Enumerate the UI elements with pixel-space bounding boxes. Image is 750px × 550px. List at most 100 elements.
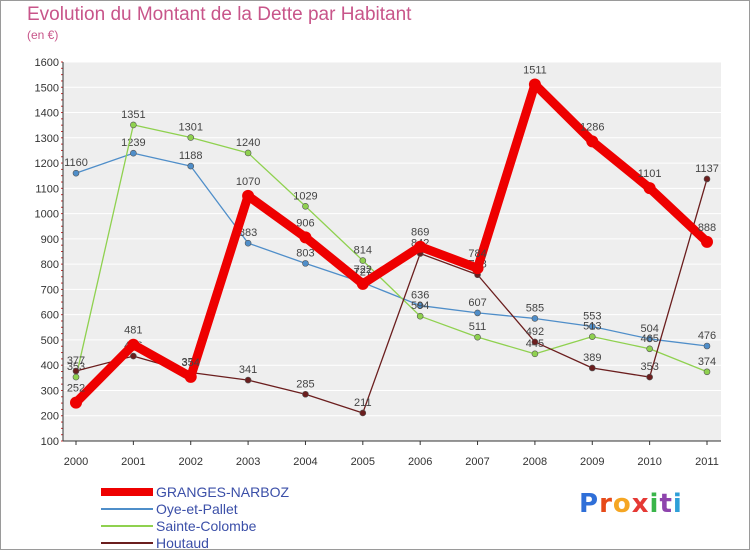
data-label: 374 (698, 356, 716, 368)
y-tick-label: 1600 (35, 57, 59, 69)
y-tick-label: 800 (41, 259, 59, 271)
data-label: 722 (354, 264, 372, 276)
x-tick-label: 2010 (637, 456, 661, 468)
legend-label: Sainte-Colombe (156, 518, 257, 534)
brand-letter: P (579, 489, 600, 519)
data-label: 1239 (121, 137, 145, 149)
legend-item-houtaud: Houtaud (101, 535, 361, 549)
data-label: 389 (583, 352, 601, 364)
data-point (72, 169, 80, 177)
line-chart: 100 200 300 400 500 600 700 800 900 1000 1100 1200 1… (35, 57, 721, 468)
legend-label: GRANGES-NARBOZ (156, 484, 290, 500)
data-point (416, 302, 424, 309)
data-point (643, 182, 656, 195)
data-point (130, 149, 137, 157)
data-label: 803 (296, 247, 314, 259)
data-label: 1301 (178, 122, 202, 134)
data-point (302, 390, 309, 398)
y-tick-label: 900 (41, 234, 59, 246)
data-point (588, 323, 596, 330)
data-label: 1240 (236, 137, 260, 149)
data-label: 481 (124, 325, 142, 337)
data-point (356, 277, 369, 290)
data-point (703, 342, 711, 350)
x-tick-label: 2008 (523, 456, 547, 468)
data-point (242, 189, 255, 202)
data-label: 465 (640, 333, 658, 345)
series-line-granges-narboz (71, 79, 712, 408)
x-tick-label: 2000 (64, 456, 88, 468)
data-point (244, 149, 252, 157)
brand-logo: Proxiti (579, 489, 683, 519)
data-point (187, 134, 195, 141)
data-label: 814 (354, 245, 372, 257)
data-point (416, 312, 424, 320)
y-tick-label: 1200 (35, 158, 59, 170)
x-tick-label: 2011 (695, 456, 719, 468)
data-point (588, 364, 596, 372)
data-label: 492 (526, 326, 544, 338)
brand-letter: r (599, 489, 613, 519)
data-point (531, 338, 539, 346)
y-tick-label: 500 (41, 335, 59, 347)
data-label: 377 (67, 355, 85, 367)
data-point (359, 409, 367, 417)
brand-letter: x (631, 489, 650, 519)
data-label: 1101 (638, 168, 662, 180)
data-point (130, 352, 137, 360)
x-tick-label: 2003 (236, 456, 260, 468)
data-point (588, 333, 596, 340)
chart-unit-label: (en €) (27, 28, 59, 42)
chart-title: Evolution du Montant de la Dette par Hab… (27, 4, 412, 25)
chart-legend: GRANGES-NARBOZ Oye-et-Pallet Sainte-Colo… (101, 484, 361, 549)
data-label: 869 (411, 227, 429, 239)
data-label: 1188 (179, 150, 203, 162)
data-point (531, 350, 539, 358)
x-tick-label: 2006 (408, 456, 432, 468)
y-tick-label: 700 (41, 284, 59, 296)
series-line-oye-et-pallet (75, 152, 708, 347)
data-label: 585 (526, 302, 544, 314)
y-tick-label: 1000 (35, 209, 59, 221)
data-point (528, 78, 541, 91)
y-tick-label: 1500 (35, 82, 59, 94)
data-label: 341 (239, 364, 257, 376)
y-tick-label: 100 (41, 436, 59, 448)
y-tick-label: 400 (41, 360, 59, 372)
x-tick-label: 2007 (465, 456, 489, 468)
data-label: 285 (296, 378, 314, 390)
data-point (70, 396, 82, 409)
data-label: 1070 (236, 176, 260, 188)
brand-letter: t (659, 489, 673, 519)
legend-swatch (101, 542, 153, 544)
data-label: 476 (698, 330, 716, 342)
data-label: 354 (182, 357, 200, 369)
data-point (72, 367, 80, 375)
data-label: 553 (583, 311, 601, 323)
data-label: 784 (468, 248, 486, 260)
legend-swatch (101, 488, 153, 496)
legend-swatch (101, 525, 153, 527)
data-label: 252 (67, 383, 85, 395)
y-tick-label: 600 (41, 310, 59, 322)
data-label: 1029 (293, 190, 317, 202)
x-tick-label: 2002 (178, 456, 202, 468)
data-point (474, 309, 481, 317)
data-point (299, 231, 312, 244)
data-label: 353 (640, 361, 658, 373)
data-point (701, 235, 713, 248)
data-point (586, 135, 599, 148)
data-point (184, 370, 197, 383)
data-point (474, 333, 481, 341)
data-label: 513 (583, 321, 601, 333)
data-point (244, 376, 252, 384)
y-tick-label: 1400 (35, 108, 59, 120)
data-point (531, 315, 539, 322)
legend-item-sainte-colombe: Sainte-Colombe (101, 518, 361, 535)
x-tick-label: 2005 (351, 456, 375, 468)
x-tick-label: 2001 (121, 456, 145, 468)
data-point (72, 373, 80, 381)
y-tick-label: 200 (41, 411, 59, 423)
brand-letter: i (649, 489, 660, 519)
